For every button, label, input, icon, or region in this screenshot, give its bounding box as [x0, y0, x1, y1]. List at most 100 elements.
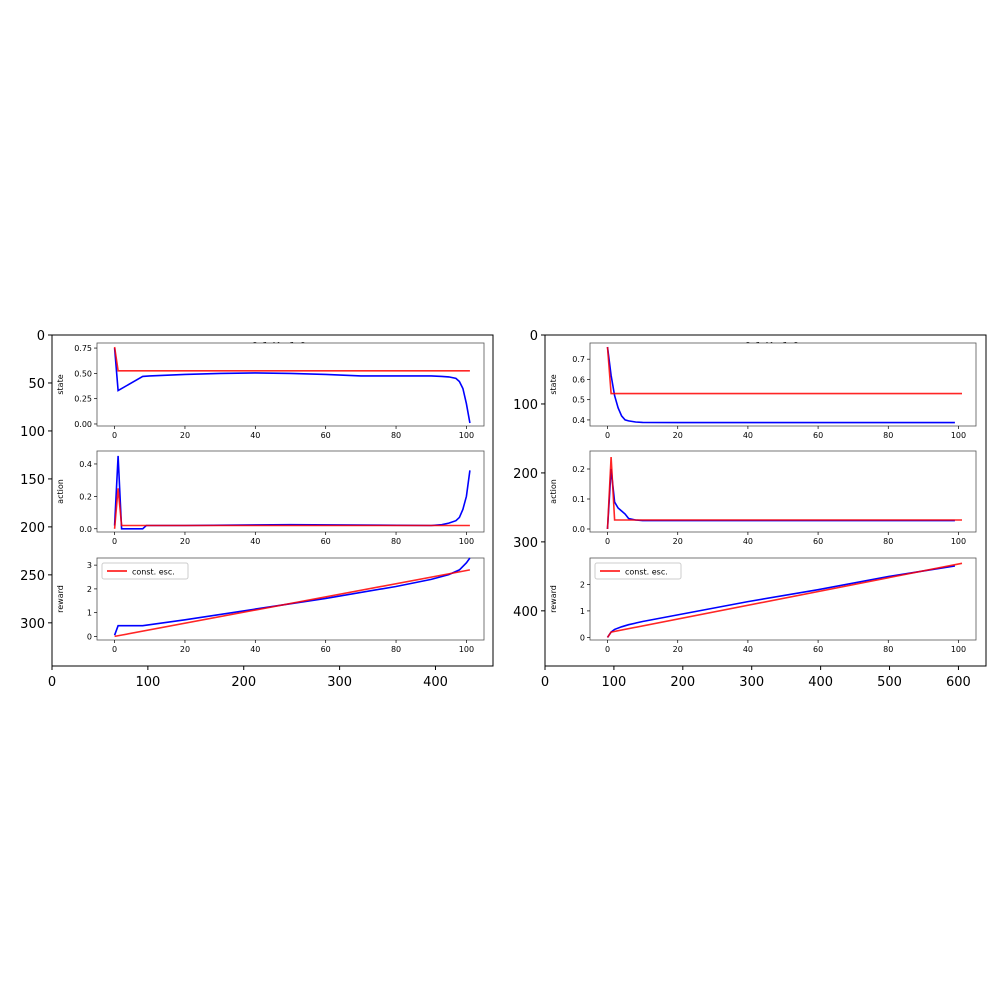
series-line-blue	[606, 346, 955, 424]
subplot-reward: 0 20 40 60 80 100 0 1 2 3 reward const. esc.	[56, 557, 485, 654]
x-tick-label: 0	[605, 537, 610, 546]
outer-x-tick-label: 400	[808, 675, 833, 690]
subplot-frame	[96, 342, 485, 427]
outer-axes-2: 01002003004005006000100200300400r=0.1 K=…	[513, 329, 987, 690]
x-tick-label: 20	[673, 537, 683, 546]
y-tick-label: 0.2	[79, 492, 92, 501]
outer-y-tick-label: 200	[513, 467, 538, 482]
y-axis-label: state	[549, 374, 558, 394]
y-axis-label: state	[56, 374, 65, 394]
legend: const. esc.	[101, 562, 189, 580]
outer-y-tick-label: 100	[20, 425, 45, 440]
x-tick-label: 20	[673, 431, 683, 440]
series-line-red	[114, 569, 471, 638]
y-axis-label: action	[549, 479, 558, 504]
subplot-state: 0 20 40 60 80 100 0.4 0.5 0.6 0.7 state	[549, 342, 977, 440]
x-tick-label: 0	[112, 537, 117, 546]
y-tick-label: 0.7	[572, 355, 585, 364]
outer-y-tick-label: 400	[513, 605, 538, 620]
x-tick-label: 20	[180, 537, 190, 546]
x-tick-label: 80	[883, 537, 893, 546]
x-tick-label: 100	[951, 645, 966, 654]
outer-x-tick-label: 300	[739, 675, 764, 690]
y-axis-label: action	[56, 479, 65, 504]
y-tick-label: 0.4	[79, 460, 92, 469]
outer-y-tick-label: 200	[20, 521, 45, 536]
outer-x-tick-label: 200	[670, 675, 695, 690]
x-tick-label: 0	[605, 645, 610, 654]
series-line-red	[606, 346, 962, 395]
x-tick-label: 60	[813, 431, 823, 440]
series-line-red	[606, 456, 962, 530]
outer-y-tick-label: 50	[28, 377, 45, 392]
y-axis-label: reward	[549, 585, 558, 613]
y-tick-label: 1	[87, 609, 92, 618]
x-tick-label: 60	[813, 645, 823, 654]
y-tick-label: 0.5	[572, 396, 585, 405]
y-tick-label: 1	[580, 607, 585, 616]
x-tick-label: 60	[813, 537, 823, 546]
x-tick-label: 80	[883, 645, 893, 654]
x-tick-label: 100	[951, 537, 966, 546]
x-tick-label: 100	[459, 645, 474, 654]
outer-y-tick-label: 100	[513, 398, 538, 413]
outer-y-tick-label: 150	[20, 473, 45, 488]
legend-box	[101, 562, 189, 580]
y-tick-label: 0.0	[572, 525, 585, 534]
y-tick-label: 0.0	[79, 525, 92, 534]
series-line-red	[113, 488, 470, 529]
outer-x-tick-label: 600	[946, 675, 971, 690]
y-axis-label: reward	[56, 585, 65, 613]
outer-x-tick-label: 100	[601, 675, 626, 690]
outer-x-tick-label: 100	[135, 675, 160, 690]
y-tick-label: 0.50	[74, 369, 92, 378]
series-line-blue	[113, 348, 471, 424]
outer-x-tick-label: 0	[541, 675, 549, 690]
y-tick-label: 0.75	[74, 344, 92, 353]
outer-y-tick-label: 0	[37, 329, 45, 344]
y-tick-label: 0.1	[572, 495, 585, 504]
legend: const. esc.	[594, 562, 682, 580]
legend-label: const. esc.	[132, 568, 175, 577]
subplot-frame	[589, 342, 977, 427]
series-line-red	[606, 562, 963, 638]
series-line-blue	[606, 565, 956, 638]
y-tick-label: 3	[87, 561, 92, 570]
series-line-blue	[113, 557, 471, 636]
outer-x-tick-label: 200	[231, 675, 256, 690]
y-tick-label: 0.2	[572, 465, 585, 474]
x-tick-label: 80	[391, 645, 401, 654]
y-tick-label: 2	[87, 585, 92, 594]
x-tick-label: 100	[459, 431, 474, 440]
y-tick-label: 0	[87, 632, 92, 641]
x-tick-label: 20	[180, 645, 190, 654]
y-tick-label: 0.25	[74, 395, 92, 404]
series-line-red	[113, 346, 470, 372]
legend-label: const. esc.	[625, 568, 668, 577]
x-tick-label: 80	[391, 431, 401, 440]
x-tick-label: 60	[321, 537, 331, 546]
subplot-frame	[589, 450, 977, 533]
outer-x-tick-label: 500	[877, 675, 902, 690]
x-tick-label: 40	[250, 645, 260, 654]
subplot-state: 0 20 40 60 80 100 0.00 0.25 0.50 0.75 state	[56, 342, 485, 440]
x-tick-label: 20	[673, 645, 683, 654]
x-tick-label: 80	[883, 431, 893, 440]
y-tick-label: 2	[580, 580, 585, 589]
subplot-action: 0 20 40 60 80 100 0.0 0.2 0.4 action	[56, 450, 485, 546]
y-tick-label: 0	[580, 633, 585, 642]
x-tick-label: 100	[951, 431, 966, 440]
y-tick-label: 0.00	[74, 420, 92, 429]
x-tick-label: 0	[112, 431, 117, 440]
outer-y-tick-label: 300	[513, 536, 538, 551]
y-tick-label: 0.4	[572, 416, 585, 425]
x-tick-label: 0	[605, 431, 610, 440]
x-tick-label: 40	[743, 431, 753, 440]
x-tick-label: 40	[743, 645, 753, 654]
x-tick-label: 60	[321, 431, 331, 440]
x-tick-label: 60	[321, 645, 331, 654]
outer-y-tick-label: 0	[530, 329, 538, 344]
legend-box	[594, 562, 682, 580]
outer-x-tick-label: 0	[48, 675, 56, 690]
